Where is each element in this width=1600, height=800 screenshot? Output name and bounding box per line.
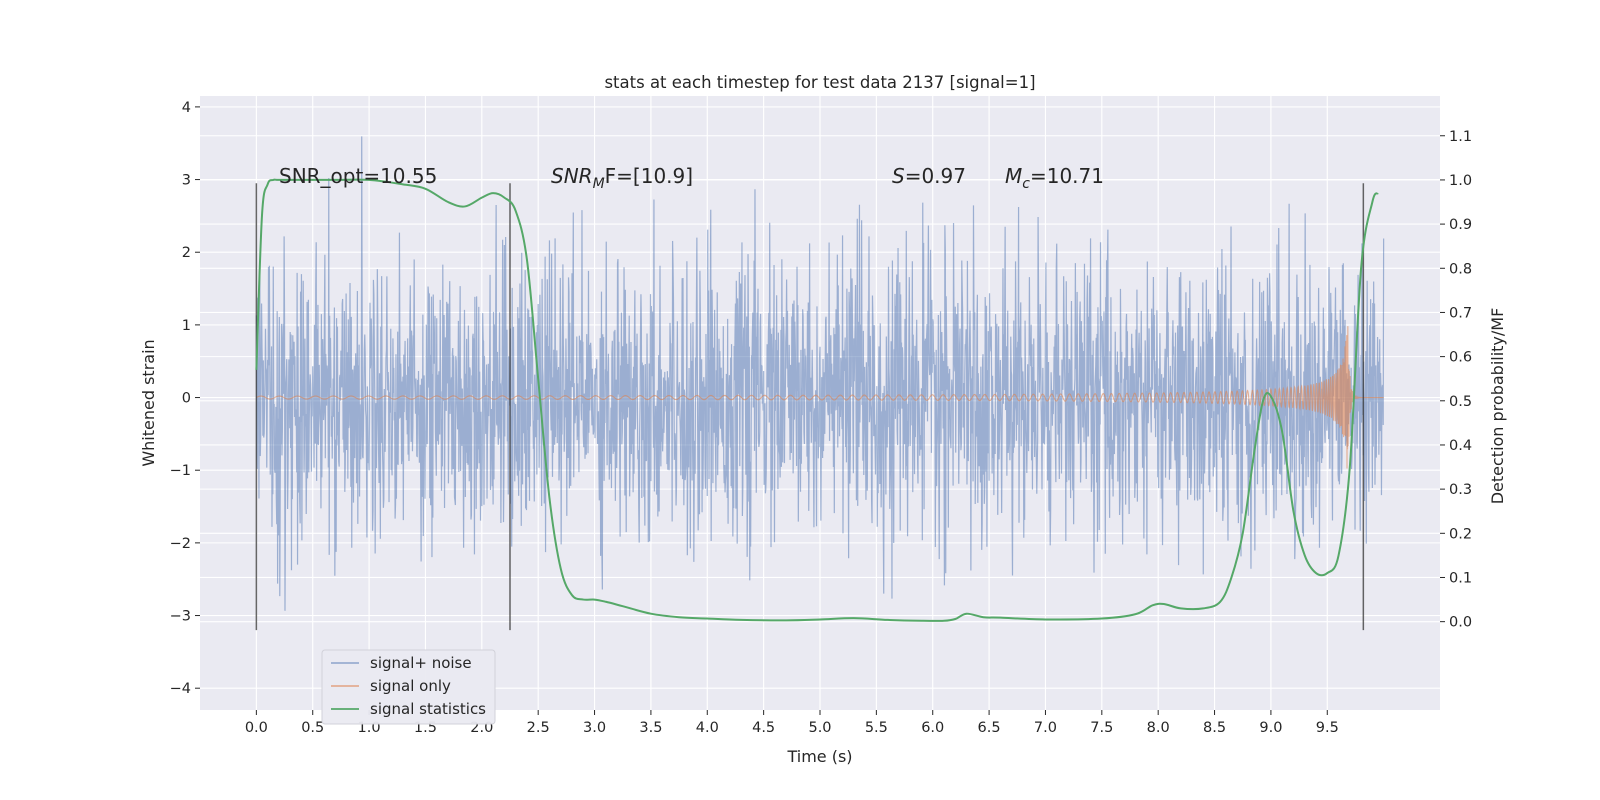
annotation-mc-rest: =10.71 [1030,164,1104,188]
y-right-tick-label: 0.4 [1449,438,1472,454]
x-tick-label: 6.0 [921,720,944,736]
legend-label-signal-only: signal only [370,677,451,695]
signal-noise-line [255,136,1385,611]
series-signal-noise [255,136,1385,611]
annotation-snr-mf-sub: M [593,176,605,192]
y-right-tick-label: 0.0 [1449,615,1472,631]
x-tick-label: 3.5 [639,720,662,736]
x-tick-label: 4.5 [752,720,775,736]
x-tick-label: 8.0 [1147,720,1170,736]
x-tick-label: 7.0 [1034,720,1057,736]
y-tick-label: 1 [182,318,191,334]
y-axis-label: Whitened strain [139,339,158,466]
x-tick-label: 2.5 [527,720,550,736]
y-right-tick-label: 0.5 [1449,394,1472,410]
annotation-s: S=0.97 [892,164,966,188]
signal-statistics-line [255,178,1379,622]
x-tick-label: 0.5 [301,720,324,736]
annotation-snr-mf-main: SNR [551,164,593,188]
legend-label-signal-statistics: signal statistics [370,700,486,718]
x-tick-label: 7.5 [1090,720,1113,736]
y-tick-label: −2 [170,536,191,552]
y-tick-label: −3 [170,609,191,625]
signal-only-line [256,326,1384,469]
x-tick-label: 0.0 [245,720,268,736]
y-tick-label: 4 [182,100,191,116]
y-axis-right-label: Detection probability/MF [1488,308,1507,505]
y-tick-label: 2 [182,245,191,261]
x-tick-label: 8.5 [1203,720,1226,736]
series-signal-only [256,326,1384,469]
x-tick-label: 6.5 [978,720,1001,736]
y-right-tick-label: 0.1 [1449,570,1472,586]
annotation-mc-main: M [1005,164,1022,188]
y-right-tick-label: 0.7 [1449,305,1472,321]
interval-markers [255,183,1365,631]
y-axis-left-ticks: −4 −3 −2 −1 0 1 2 3 4 [170,100,200,697]
y-tick-label: 0 [182,391,191,407]
annotation-mc: Mc=10.71 [1005,164,1104,192]
y-right-tick-label: 0.9 [1449,217,1472,233]
annotation-snr-mf-rest: F=[10.9] [605,164,693,188]
annotation-mc-sub: c [1022,176,1030,192]
series-signal-statistics [255,178,1379,622]
annotation-snr-opt: SNR_opt=10.55 [279,164,437,188]
chart-title: stats at each timestep for test data 213… [604,73,1035,92]
x-axis-label: Time (s) [786,747,852,766]
x-tick-label: 5.0 [808,720,831,736]
x-tick-label: 5.5 [865,720,888,736]
y-right-tick-label: 0.2 [1449,526,1472,542]
x-tick-label: 3.0 [583,720,606,736]
annotation-s-rest: =0.97 [905,164,966,188]
y-right-tick-label: 0.3 [1449,482,1472,498]
x-axis-ticks: 0.0 0.5 1.0 1.5 2.0 2.5 3.0 3.5 4.0 4.5 5.0 5.5 6.0 6… [245,710,1339,736]
legend-box [321,649,496,725]
y-tick-label: −1 [170,463,191,479]
legend: signal+ noise signal only signal statist… [321,649,496,725]
y-right-tick-label: 0.6 [1449,350,1472,366]
y-right-tick-label: 1.1 [1449,129,1472,145]
y-tick-label: −4 [170,681,191,697]
x-tick-label: 9.0 [1259,720,1282,736]
annotation-snr-mf: SNRMF=[10.9] [551,164,693,192]
annotation-s-sym: S [892,164,905,188]
x-tick-label: 9.5 [1316,720,1339,736]
legend-label-signal-noise: signal+ noise [370,654,472,672]
x-tick-label: 4.0 [696,720,719,736]
y-right-tick-label: 0.8 [1449,261,1472,277]
y-tick-label: 3 [182,173,191,189]
y-axis-right-ticks: 0.0 0.1 0.2 0.3 0.4 0.5 0.6 0.7 0.8 0.9 1.0 1.1 [1440,129,1472,631]
y-right-tick-label: 1.0 [1449,173,1472,189]
